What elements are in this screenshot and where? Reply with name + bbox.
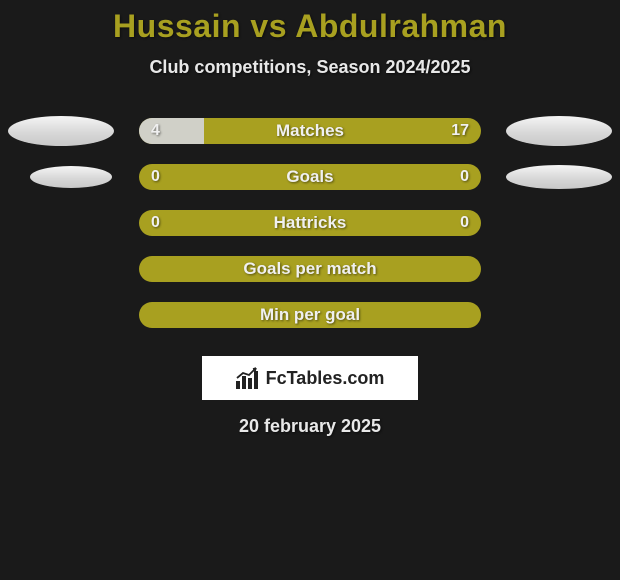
stat-value-right: 17: [451, 118, 469, 144]
player-avatar-right: [506, 116, 612, 146]
stat-label: Matches: [139, 118, 481, 144]
stat-row: Hattricks0 0: [0, 200, 620, 246]
stat-value-left: 0: [151, 210, 160, 236]
logo-content: FcTables.com: [236, 367, 385, 389]
stat-value-left: 0: [151, 164, 160, 190]
stat-row: Min per goal: [0, 292, 620, 338]
stat-bar-track: Matches4 17: [139, 118, 481, 144]
subtitle: Club competitions, Season 2024/2025: [0, 57, 620, 78]
stat-row: Goals0 0: [0, 154, 620, 200]
stat-label: Min per goal: [139, 302, 481, 328]
stat-value-right: 0: [460, 210, 469, 236]
bars-chart-icon: [236, 367, 262, 389]
stat-bar-track: Min per goal: [139, 302, 481, 328]
date-text: 20 february 2025: [0, 416, 620, 437]
stat-bar-track: Goals0 0: [139, 164, 481, 190]
logo-text: FcTables.com: [266, 368, 385, 389]
stat-row: Goals per match: [0, 246, 620, 292]
stats-wrapper: Matches417Goals00Hattricks00Goals per ma…: [0, 108, 620, 338]
stat-row: Matches4 17: [0, 108, 620, 154]
player-avatar-left: [30, 166, 112, 188]
comparison-container: Hussain vs Abdulrahman Club competitions…: [0, 0, 620, 437]
stat-bar-track: Hattricks0 0: [139, 210, 481, 236]
stat-label: Goals per match: [139, 256, 481, 282]
page-title: Hussain vs Abdulrahman: [0, 8, 620, 45]
logo-box: FcTables.com: [202, 356, 418, 400]
stat-label: Goals: [139, 164, 481, 190]
stat-bar-track: Goals per match: [139, 256, 481, 282]
stat-value-left: 4: [151, 118, 160, 144]
player-avatar-left: [8, 116, 114, 146]
stat-value-right: 0: [460, 164, 469, 190]
player-avatar-right: [506, 165, 612, 189]
stat-label: Hattricks: [139, 210, 481, 236]
